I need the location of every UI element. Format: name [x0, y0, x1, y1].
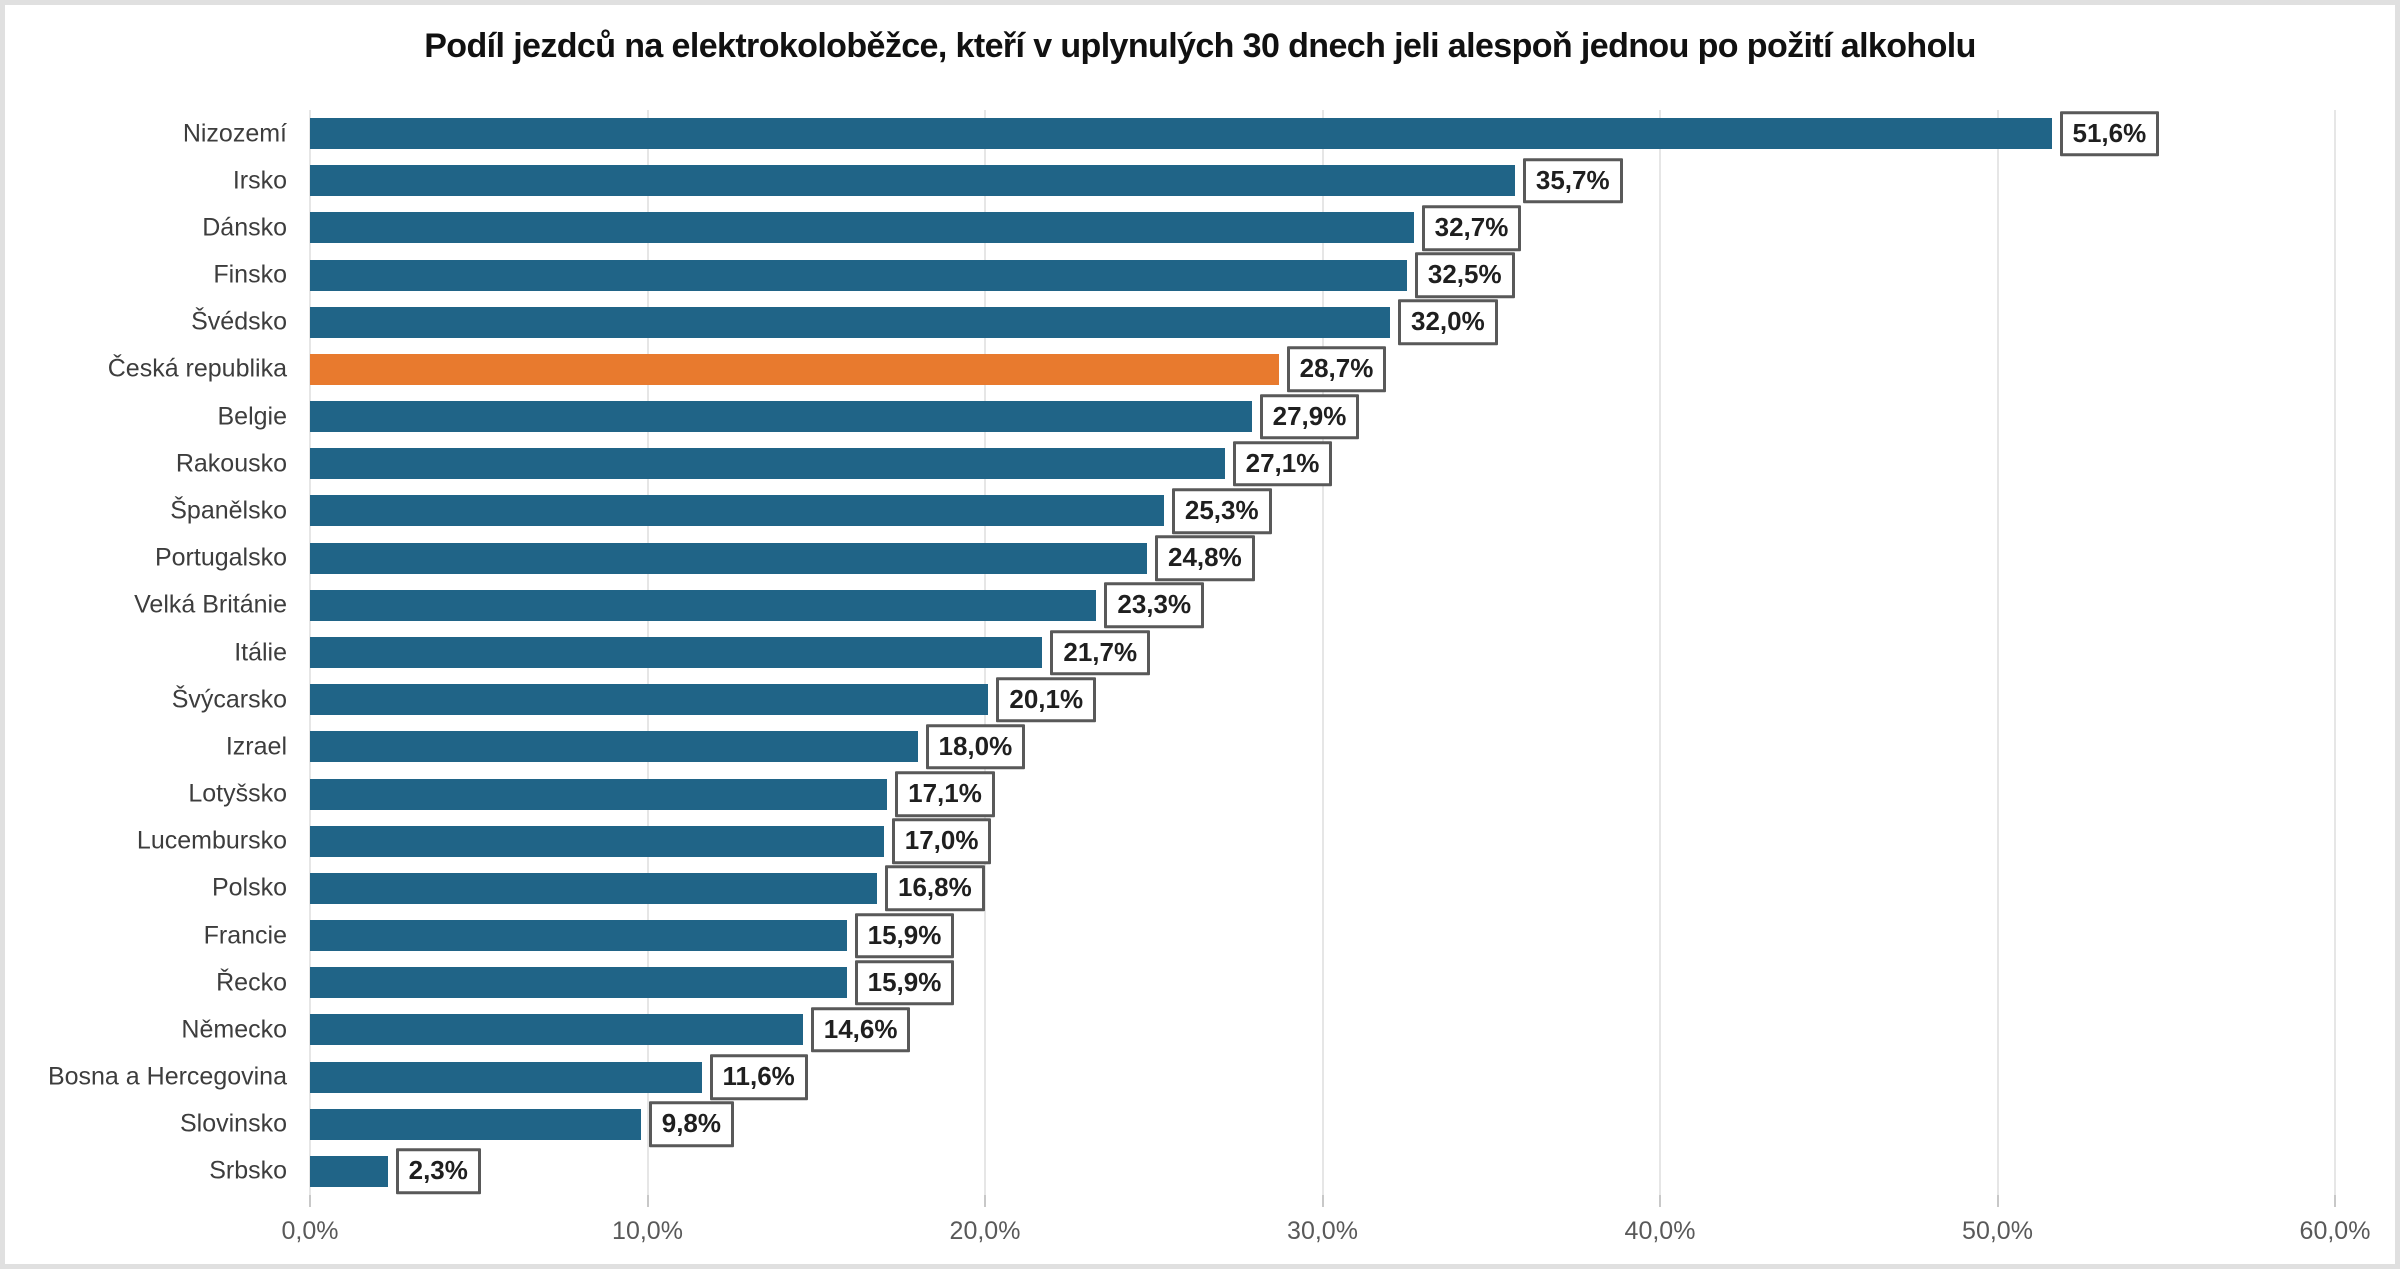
x-axis-tick-label: 0,0% [281, 1217, 339, 1245]
x-axis-tick [309, 1195, 311, 1207]
value-label: 11,6% [709, 1054, 808, 1100]
value-label: 25,3% [1171, 488, 1272, 534]
value-label: 20,1% [996, 676, 1097, 723]
value-label: 32,7% [1421, 205, 1522, 251]
value-label: 18,0% [925, 724, 1026, 770]
value-label: 27,9% [1259, 393, 1360, 440]
category-label: Izrael [225, 732, 287, 761]
value-label: 32,5% [1414, 252, 1515, 298]
bar [310, 684, 989, 716]
category-label: Německo [181, 1015, 287, 1044]
x-axis-tick [1321, 1195, 1324, 1207]
category-label: Švédsko [191, 307, 287, 336]
x-axis-ticks [309, 1195, 2336, 1209]
category-label: Polsko [211, 873, 287, 902]
bar [310, 495, 1164, 527]
value-label: 27,1% [1232, 441, 1333, 487]
category-label: Nizozemí [182, 119, 287, 148]
bar [310, 589, 1097, 621]
category-label: Francie [203, 921, 287, 950]
category-label: Rakousko [175, 449, 287, 478]
value-label: 21,7% [1050, 629, 1151, 676]
category-label: Řecko [216, 968, 287, 997]
plot-area: 51,6% 35,7% 32,7% 32,5% 32,0% 28,7% 27,9% 27,1%… [309, 110, 2336, 1195]
bar [310, 637, 1043, 668]
bar [310, 1155, 388, 1187]
value-label: 24,8% [1155, 535, 1255, 581]
x-axis-tick [984, 1195, 986, 1207]
bar [310, 448, 1225, 480]
bar-highlighted [310, 353, 1279, 385]
bar [310, 542, 1147, 574]
bar [310, 212, 1414, 244]
category-label: Španělsko [170, 496, 287, 525]
value-label: 9,8% [648, 1101, 735, 1148]
category-label: Belgie [217, 402, 288, 431]
bar [310, 825, 884, 857]
gridline [1659, 110, 1661, 1195]
value-label: 51,6% [2059, 110, 2160, 157]
x-axis-tick-label: 30,0% [1287, 1217, 1358, 1245]
x-axis-tick-label: 20,0% [949, 1217, 1021, 1245]
gridline [1321, 110, 1324, 1195]
value-label: 17,0% [891, 818, 992, 864]
x-axis-labels: 0,0% 10,0% 20,0% 30,0% 40,0% 50,0% 60,0% [282, 1217, 2371, 1257]
x-axis-tick [646, 1195, 649, 1207]
value-label: 35,7% [1522, 157, 1623, 204]
x-axis-tick-label: 10,0% [612, 1217, 683, 1245]
value-label: 14,6% [810, 1007, 911, 1053]
category-label: Lucembursko [136, 826, 287, 855]
category-label: Velká Británie [134, 590, 287, 619]
chart-title: Podíl jezdců na elektrokoloběžce, kteří … [424, 27, 1976, 65]
value-label: 28,7% [1286, 346, 1387, 393]
x-axis-tick-label: 40,0% [1624, 1217, 1696, 1245]
category-label: Lotyšsko [188, 779, 287, 808]
category-label: Švýcarsko [171, 685, 287, 714]
category-label: Česká republika [107, 354, 287, 383]
category-label: Finsko [213, 260, 287, 289]
x-axis-tick [2334, 1195, 2336, 1207]
category-label: Srbsko [209, 1156, 287, 1185]
value-label: 17,1% [895, 771, 995, 817]
category-label: Bosna a Hercegovina [47, 1062, 287, 1091]
gridline [2334, 110, 2336, 1195]
category-label: Portugalsko [154, 543, 287, 572]
bar [310, 259, 1407, 291]
category-label: Dánsko [202, 213, 287, 242]
gridline [1996, 110, 1999, 1195]
value-label: 16,8% [885, 865, 985, 912]
value-label: 15,9% [854, 912, 955, 959]
category-label: Itálie [234, 638, 287, 666]
bar [310, 306, 1390, 338]
bar [310, 731, 918, 763]
value-label: 32,0% [1398, 299, 1498, 346]
bar [310, 872, 877, 904]
value-label: 23,3% [1104, 582, 1205, 629]
x-axis-tick-label: 50,0% [1962, 1217, 2033, 1245]
x-axis-tick-label: 60,0% [2299, 1217, 2371, 1245]
x-axis-tick [1996, 1195, 1999, 1207]
value-label: 15,9% [854, 959, 955, 1006]
bar [310, 920, 847, 952]
bar [310, 1014, 803, 1046]
category-label: Slovinsko [180, 1109, 287, 1138]
category-label: Irsko [232, 166, 287, 195]
bar [310, 401, 1252, 433]
bar [310, 165, 1515, 197]
category-axis: Nizozemí Irsko Dánsko Finsko Švédsko Česká re… [5, 110, 297, 1195]
bar [310, 778, 888, 810]
value-label: 2,3% [395, 1148, 481, 1195]
bar [310, 1108, 641, 1140]
x-axis-tick [1659, 1195, 1661, 1207]
bar [310, 118, 2052, 150]
bar [310, 967, 847, 999]
bar [310, 1061, 702, 1093]
